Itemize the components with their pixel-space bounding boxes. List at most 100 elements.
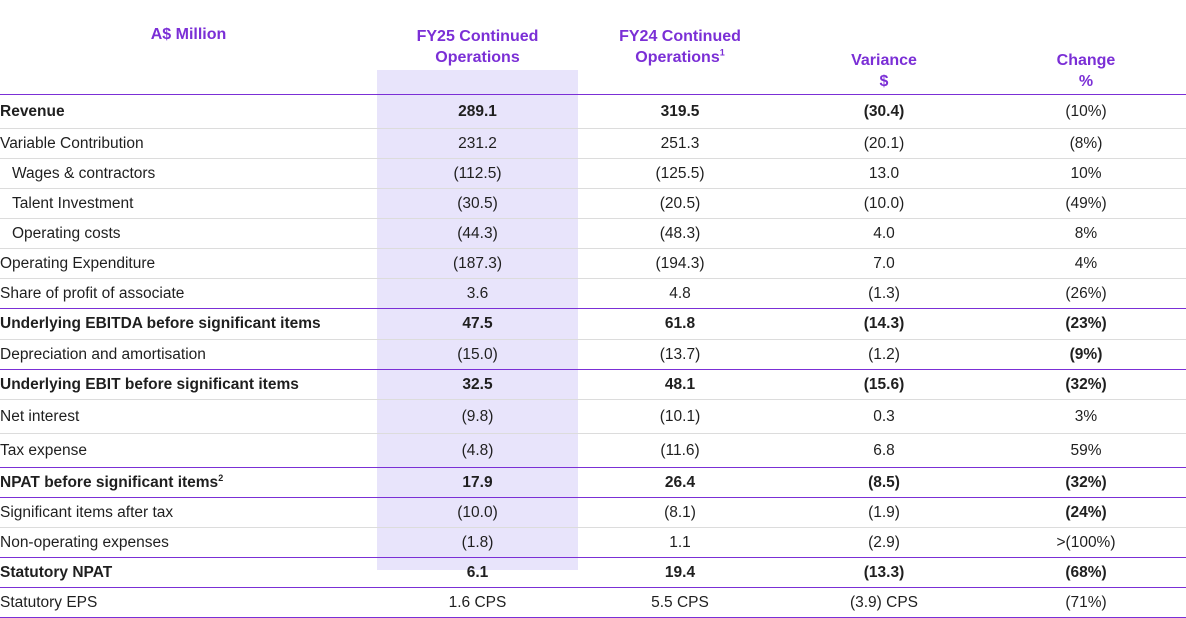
cell-change: (68%) — [986, 557, 1186, 588]
table-row: Operating Expenditure (187.3) (194.3) 7.… — [0, 248, 1186, 279]
header-label: A$ Million — [150, 26, 227, 43]
footnote-marker: 2 — [218, 472, 224, 483]
table-row: Variable Contribution 231.2 251.3 (20.1)… — [0, 128, 1186, 159]
cell-fy24: 19.4 — [578, 557, 782, 588]
table-row: Tax expense (4.8) (11.6) 6.8 59% — [0, 433, 1186, 468]
row-label: Depreciation and amortisation — [0, 339, 377, 370]
cell-fy25: 47.5 — [377, 308, 578, 340]
table-row: Non-operating expenses (1.8) 1.1 (2.9) >… — [0, 527, 1186, 558]
cell-fy25: (10.0) — [377, 497, 578, 528]
cell-fy25: 289.1 — [377, 94, 578, 129]
cell-change: 8% — [986, 218, 1186, 249]
cell-variance: (1.9) — [782, 497, 986, 528]
cell-variance: 6.8 — [782, 433, 986, 468]
row-label: Non-operating expenses — [0, 527, 377, 558]
cell-variance: (2.9) — [782, 527, 986, 558]
cell-fy25: (9.8) — [377, 399, 578, 434]
row-label: Underlying EBITDA before significant ite… — [0, 308, 377, 340]
row-label: Operating Expenditure — [0, 248, 377, 279]
cell-variance: (15.6) — [782, 369, 986, 400]
financial-summary: A$ Million FY25 Continued Operations FY24… — [0, 26, 1186, 618]
cell-variance: 13.0 — [782, 158, 986, 189]
cell-change: (26%) — [986, 278, 1186, 309]
cell-variance: 0.3 — [782, 399, 986, 434]
cell-variance: (1.2) — [782, 339, 986, 370]
row-label: Revenue — [0, 94, 377, 129]
cell-fy24: (11.6) — [578, 433, 782, 468]
header-fy25: FY25 Continued Operations — [416, 28, 539, 66]
cell-fy24: 48.1 — [578, 369, 782, 400]
cell-fy25: 32.5 — [377, 369, 578, 400]
cell-change: (24%) — [986, 497, 1186, 528]
cell-fy25: (187.3) — [377, 248, 578, 279]
cell-fy25: 1.6 CPS — [377, 587, 578, 618]
table-row: Share of profit of associate 3.6 4.8 (1.… — [0, 278, 1186, 309]
header-change: Change% — [1056, 52, 1116, 90]
cell-variance: (10.0) — [782, 188, 986, 219]
table-row: Wages & contractors (112.5) (125.5) 13.0… — [0, 158, 1186, 189]
header-variance: Variance $ — [851, 52, 917, 90]
row-label: Variable Contribution — [0, 128, 377, 159]
row-label: Net interest — [0, 399, 377, 434]
table-row: Statutory NPAT 6.1 19.4 (13.3) (68%) — [0, 557, 1186, 588]
table-row: Net interest (9.8) (10.1) 0.3 3% — [0, 399, 1186, 434]
table-row: Significant items after tax (10.0) (8.1)… — [0, 497, 1186, 528]
table-row: NPAT before significant items2 17.9 26.4… — [0, 467, 1186, 498]
cell-variance: (3.9) CPS — [782, 587, 986, 618]
cell-variance: (1.3) — [782, 278, 986, 309]
cell-change: (32%) — [986, 467, 1186, 498]
cell-fy24: (48.3) — [578, 218, 782, 249]
cell-change: (8%) — [986, 128, 1186, 159]
cell-change: (71%) — [986, 587, 1186, 618]
cell-fy24: (20.5) — [578, 188, 782, 219]
table-row: Revenue 289.1 319.5 (30.4) (10%) — [0, 94, 1186, 129]
cell-fy24: (8.1) — [578, 497, 782, 528]
cell-variance: 7.0 — [782, 248, 986, 279]
cell-fy24: 1.1 — [578, 527, 782, 558]
table-row: Statutory EPS 1.6 CPS 5.5 CPS (3.9) CPS … — [0, 587, 1186, 618]
header-row: A$ Million FY25 Continued Operations FY24… — [0, 0, 1186, 95]
cell-fy25: (1.8) — [377, 527, 578, 558]
cell-change: (9%) — [986, 339, 1186, 370]
table-row: Underlying EBITDA before significant ite… — [0, 308, 1186, 340]
cell-fy24: 61.8 — [578, 308, 782, 340]
cell-fy25: 6.1 — [377, 557, 578, 588]
cell-change: (32%) — [986, 369, 1186, 400]
cell-fy25: (4.8) — [377, 433, 578, 468]
row-label: Share of profit of associate — [0, 278, 377, 309]
cell-change: (23%) — [986, 308, 1186, 340]
row-label: Statutory EPS — [0, 587, 377, 618]
cell-fy24: 26.4 — [578, 467, 782, 498]
cell-fy24: (194.3) — [578, 248, 782, 279]
cell-change: (49%) — [986, 188, 1186, 219]
row-label: Significant items after tax — [0, 497, 377, 528]
cell-variance: (20.1) — [782, 128, 986, 159]
cell-fy24: (125.5) — [578, 158, 782, 189]
table-row: Operating costs (44.3) (48.3) 4.0 8% — [0, 218, 1186, 249]
cell-fy25: (30.5) — [377, 188, 578, 219]
cell-fy25: (112.5) — [377, 158, 578, 189]
cell-fy24: (13.7) — [578, 339, 782, 370]
cell-variance: (14.3) — [782, 308, 986, 340]
header-fy24: FY24 Continued Operations1 — [619, 28, 741, 66]
cell-change: 59% — [986, 433, 1186, 468]
cell-change: (10%) — [986, 94, 1186, 129]
cell-fy25: 231.2 — [377, 128, 578, 159]
row-label: Talent Investment — [0, 188, 377, 219]
row-label: NPAT before significant items2 — [0, 467, 377, 498]
cell-fy24: 4.8 — [578, 278, 782, 309]
cell-variance: (13.3) — [782, 557, 986, 588]
cell-change: 10% — [986, 158, 1186, 189]
table-row: Talent Investment (30.5) (20.5) (10.0) (… — [0, 188, 1186, 219]
row-label: Wages & contractors — [0, 158, 377, 189]
cell-fy25: 3.6 — [377, 278, 578, 309]
row-label: Operating costs — [0, 218, 377, 249]
cell-fy24: 251.3 — [578, 128, 782, 159]
cell-variance: (8.5) — [782, 467, 986, 498]
cell-change: 3% — [986, 399, 1186, 434]
table-row: Depreciation and amortisation (15.0) (13… — [0, 339, 1186, 370]
row-label: Statutory NPAT — [0, 557, 377, 588]
table-row: Underlying EBIT before significant items… — [0, 369, 1186, 400]
cell-change: >(100%) — [986, 527, 1186, 558]
